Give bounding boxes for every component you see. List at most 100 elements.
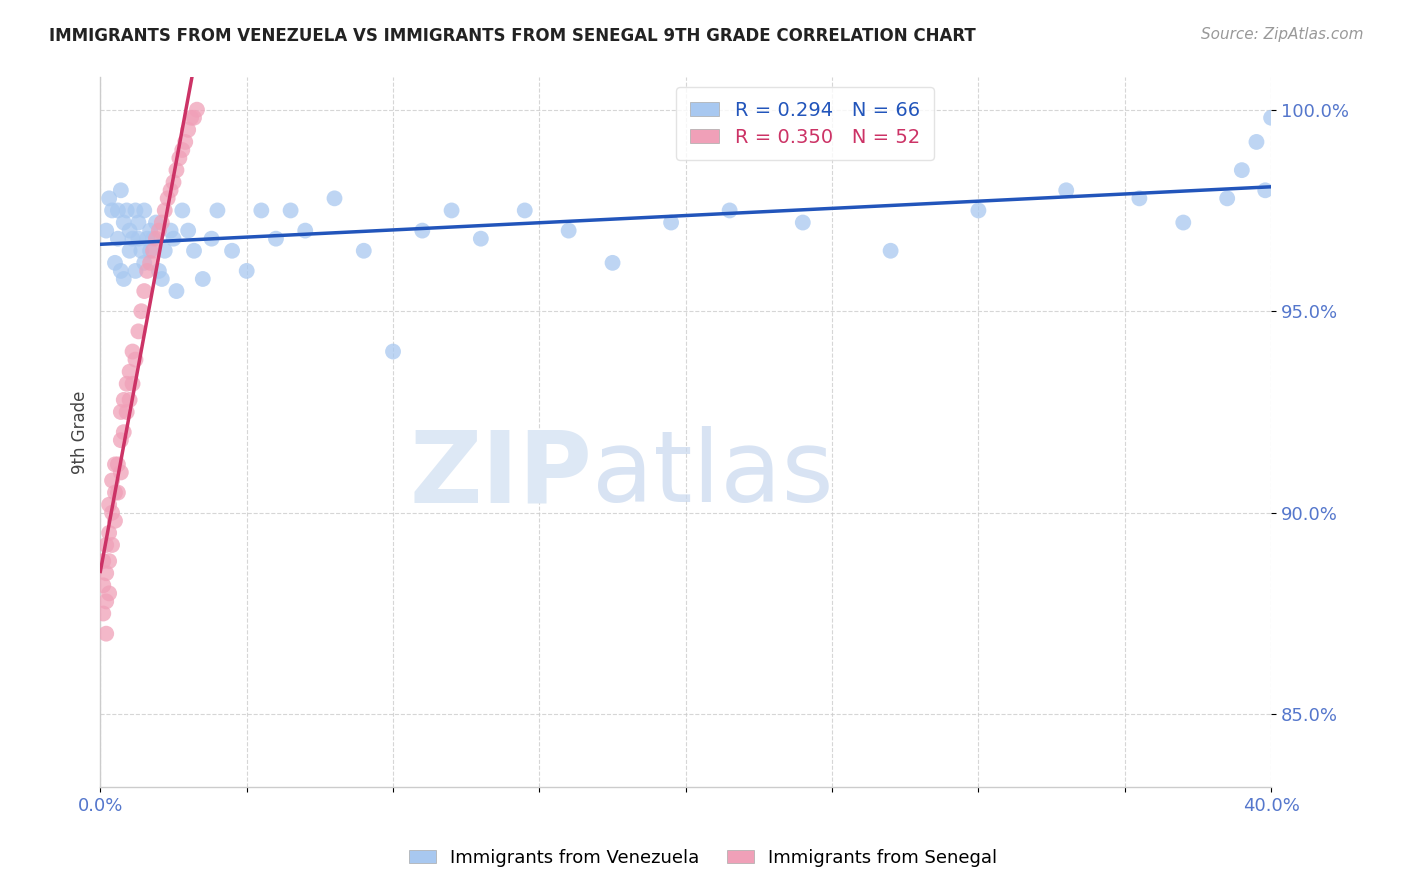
Point — [382, 344, 405, 359]
Point — [879, 244, 901, 258]
Point — [602, 256, 624, 270]
Point — [134, 284, 156, 298]
Point — [659, 215, 682, 229]
Point — [169, 151, 191, 165]
Point — [124, 352, 146, 367]
Point — [1254, 183, 1277, 197]
Point — [172, 203, 194, 218]
Point — [110, 183, 132, 197]
Point — [96, 224, 118, 238]
Point — [136, 232, 159, 246]
Point — [112, 272, 135, 286]
Point — [104, 458, 127, 472]
Text: atlas: atlas — [592, 426, 834, 524]
Point — [121, 344, 143, 359]
Point — [98, 586, 121, 600]
Point — [148, 264, 170, 278]
Point — [91, 554, 114, 568]
Point — [718, 203, 741, 218]
Text: Source: ZipAtlas.com: Source: ZipAtlas.com — [1201, 27, 1364, 42]
Point — [101, 506, 124, 520]
Point — [1260, 111, 1282, 125]
Point — [165, 284, 187, 298]
Point — [121, 232, 143, 246]
Point — [150, 272, 173, 286]
Point — [104, 256, 127, 270]
Point — [153, 203, 176, 218]
Point — [148, 224, 170, 238]
Point — [96, 566, 118, 581]
Text: ZIP: ZIP — [409, 426, 592, 524]
Point — [513, 203, 536, 218]
Point — [131, 244, 153, 258]
Point — [136, 264, 159, 278]
Point — [115, 405, 138, 419]
Point — [139, 244, 162, 258]
Point — [294, 224, 316, 238]
Point — [112, 425, 135, 439]
Point — [104, 514, 127, 528]
Point — [174, 135, 197, 149]
Point — [91, 578, 114, 592]
Point — [792, 215, 814, 229]
Point — [110, 466, 132, 480]
Point — [124, 264, 146, 278]
Point — [177, 123, 200, 137]
Point — [235, 264, 257, 278]
Point — [115, 203, 138, 218]
Point — [1128, 191, 1150, 205]
Point — [172, 143, 194, 157]
Point — [186, 103, 208, 117]
Point — [101, 538, 124, 552]
Point — [104, 485, 127, 500]
Point — [470, 232, 492, 246]
Point — [557, 224, 579, 238]
Point — [280, 203, 302, 218]
Point — [159, 224, 181, 238]
Point — [118, 224, 141, 238]
Point — [162, 175, 184, 189]
Point — [121, 376, 143, 391]
Point — [142, 232, 165, 246]
Point — [183, 111, 205, 125]
Point — [112, 392, 135, 407]
Point — [118, 244, 141, 258]
Point — [127, 324, 149, 338]
Point — [180, 111, 202, 125]
Point — [131, 304, 153, 318]
Legend: Immigrants from Venezuela, Immigrants from Senegal: Immigrants from Venezuela, Immigrants fr… — [402, 842, 1004, 874]
Legend: R = 0.294   N = 66, R = 0.350   N = 52: R = 0.294 N = 66, R = 0.350 N = 52 — [676, 87, 934, 161]
Point — [1054, 183, 1077, 197]
Point — [1230, 163, 1253, 178]
Point — [142, 244, 165, 258]
Point — [110, 405, 132, 419]
Point — [145, 215, 167, 229]
Point — [98, 498, 121, 512]
Point — [200, 232, 222, 246]
Point — [1216, 191, 1239, 205]
Point — [250, 203, 273, 218]
Point — [96, 594, 118, 608]
Point — [127, 232, 149, 246]
Point — [115, 376, 138, 391]
Point — [1173, 215, 1195, 229]
Point — [139, 224, 162, 238]
Point — [440, 203, 463, 218]
Point — [101, 474, 124, 488]
Point — [150, 215, 173, 229]
Point — [323, 191, 346, 205]
Point — [107, 232, 129, 246]
Point — [134, 203, 156, 218]
Y-axis label: 9th Grade: 9th Grade — [72, 391, 89, 474]
Point — [191, 272, 214, 286]
Point — [183, 244, 205, 258]
Point — [91, 607, 114, 621]
Point — [96, 626, 118, 640]
Point — [165, 163, 187, 178]
Point — [124, 203, 146, 218]
Point — [107, 203, 129, 218]
Point — [107, 458, 129, 472]
Point — [110, 264, 132, 278]
Point — [207, 203, 229, 218]
Point — [112, 215, 135, 229]
